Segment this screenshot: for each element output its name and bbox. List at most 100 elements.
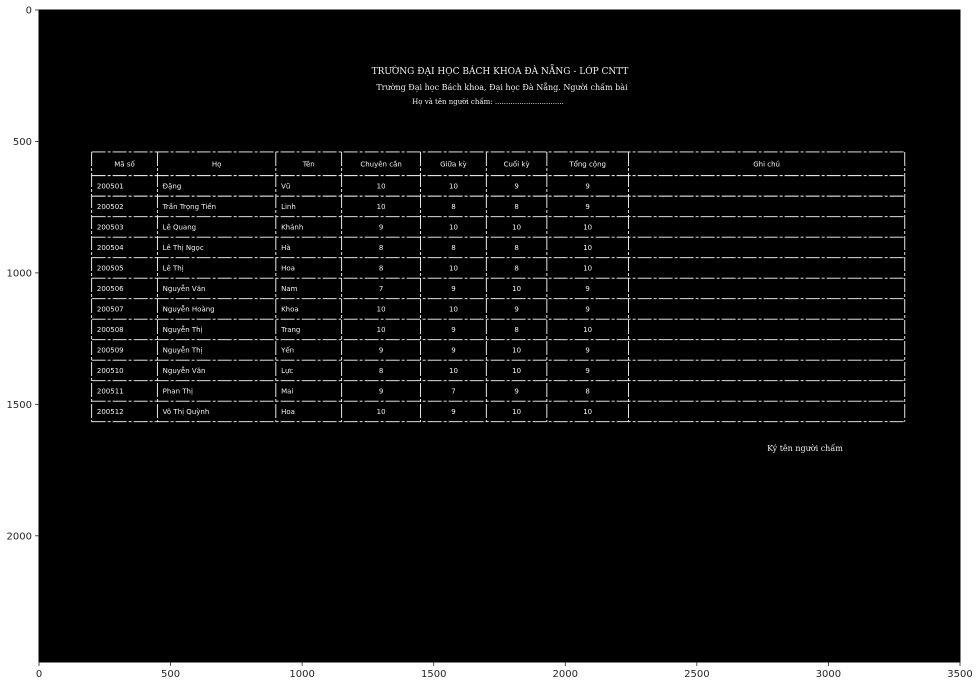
table-cell: 7 — [451, 387, 455, 395]
y-tick-label: 0 — [26, 6, 32, 17]
table-cell: 200511 — [97, 387, 124, 395]
table-cell: 10 — [449, 367, 458, 375]
table-cell: 10 — [583, 244, 592, 252]
table-cell: Nguyễn Thị — [163, 325, 203, 334]
table-cell: 8 — [514, 326, 518, 334]
table-cell: 10 — [377, 305, 386, 313]
table-cell: 9 — [585, 305, 589, 313]
table-cell: Mai — [281, 387, 293, 395]
table-cell: 200504 — [97, 244, 124, 252]
image-area — [39, 10, 960, 662]
x-tick-label: 1500 — [421, 669, 446, 680]
table-cell: Nam — [281, 285, 298, 293]
table-cell: 10 — [377, 326, 386, 334]
table-cell: 10 — [512, 223, 521, 231]
table-cell: 8 — [514, 264, 518, 272]
table-cell: Trần Trọng Tiến — [162, 203, 216, 211]
y-tick-label: 1000 — [7, 268, 32, 279]
table-cell: Lê Thị — [163, 264, 184, 272]
table-cell: Võ Thị Quỳnh — [163, 408, 210, 416]
table-cell: 8 — [451, 203, 455, 211]
table-cell: 7 — [379, 285, 383, 293]
x-tick-label: 500 — [161, 669, 180, 680]
table-cell: 10 — [377, 203, 386, 211]
y-axis: 0 500 1000 1500 2000 — [7, 6, 39, 542]
table-cell: 9 — [451, 285, 455, 293]
x-tick-label: 2500 — [684, 669, 709, 680]
x-tick-label: 1000 — [289, 669, 314, 680]
x-tick-label: 3500 — [947, 669, 972, 680]
table-cell: 9 — [585, 203, 589, 211]
table-cell: 8 — [514, 203, 518, 211]
table-header-cell: Cuối kỳ — [504, 160, 530, 168]
table-cell: 10 — [512, 285, 521, 293]
x-tick-label: 2000 — [553, 669, 578, 680]
table-cell: Hà — [281, 244, 291, 252]
table-cell: 10 — [512, 367, 521, 375]
table-cell: Hoa — [281, 408, 295, 416]
table-cell: Vũ — [281, 182, 290, 190]
table-cell: Nguyễn Văn — [163, 366, 206, 375]
table-cell: 10 — [377, 182, 386, 190]
table-cell: Trang — [280, 326, 300, 334]
table-cell: 9 — [379, 223, 383, 231]
y-tick-label: 2000 — [7, 531, 32, 542]
axes-frame — [38, 9, 961, 663]
table-cell: 10 — [512, 408, 521, 416]
table-cell: 9 — [451, 408, 455, 416]
table-cell: 10 — [512, 346, 521, 354]
table-cell: 9 — [585, 285, 589, 293]
table-header-cell: Mã số — [114, 160, 135, 168]
header-title: TRƯỜNG ĐẠI HỌC BÁCH KHOA ĐÀ NẴNG - LỚP C… — [372, 64, 629, 77]
table-header-cell: Chuyên cần — [360, 160, 401, 168]
table-cell: 10 — [583, 408, 592, 416]
table-cell: Nguyễn Thị — [163, 345, 203, 354]
table-cell: 10 — [449, 264, 458, 272]
table-cell: 10 — [449, 182, 458, 190]
table-cell: 200507 — [97, 305, 124, 313]
table-cell: Đặng — [163, 182, 182, 190]
table-cell: 9 — [514, 387, 518, 395]
table-cell: 9 — [379, 387, 383, 395]
table-cell: 200505 — [97, 264, 124, 272]
table-cell: 200510 — [97, 367, 124, 375]
table-cell: 10 — [583, 326, 592, 334]
table-cell: 10 — [583, 264, 592, 272]
table-cell: 9 — [451, 346, 455, 354]
table-cell: 200506 — [97, 285, 124, 293]
table-cell: 8 — [379, 244, 383, 252]
table-cell: Hoa — [281, 264, 295, 272]
table-cell: Nguyễn Hoàng — [163, 304, 215, 313]
y-tick-label: 1500 — [7, 400, 32, 411]
x-axis: 0 500 1000 1500 2000 2500 3000 3500 — [36, 662, 973, 680]
table-cell: 10 — [449, 223, 458, 231]
table-cell: 200509 — [97, 346, 124, 354]
table-cell: 10 — [583, 223, 592, 231]
x-tick-label: 0 — [36, 669, 42, 680]
table-cell: 9 — [585, 346, 589, 354]
table-header-cell: Họ — [212, 160, 222, 168]
table-cell: Linh — [281, 203, 296, 211]
table-cell: 8 — [451, 244, 455, 252]
table-cell: 200503 — [97, 223, 124, 231]
table-cell: Nguyễn Văn — [163, 284, 206, 293]
table-cell: 9 — [451, 326, 455, 334]
table-cell: Lực — [281, 367, 293, 375]
table-cell: Phan Thị — [163, 387, 193, 395]
table-cell: 8 — [379, 264, 383, 272]
table-cell: 8 — [514, 244, 518, 252]
table-cell: 200502 — [97, 203, 124, 211]
table-cell: 8 — [379, 367, 383, 375]
header-grader-line: Họ và tên người chấm: ..................… — [412, 97, 564, 106]
table-cell: Lê Thị Ngọc — [163, 244, 204, 252]
table-cell: Khánh — [281, 223, 303, 231]
table-cell: 9 — [514, 305, 518, 313]
table-cell: 200501 — [97, 182, 124, 190]
table-cell: 9 — [585, 367, 589, 375]
table-cell: Khoa — [281, 305, 299, 313]
x-tick-label: 3000 — [816, 669, 841, 680]
table-cell: 10 — [377, 408, 386, 416]
score-table: Mã số Họ Tên Chuyên cần Giữa kỳ Cuối kỳ Tổng c… — [91, 151, 906, 423]
table-cell: 9 — [585, 182, 589, 190]
